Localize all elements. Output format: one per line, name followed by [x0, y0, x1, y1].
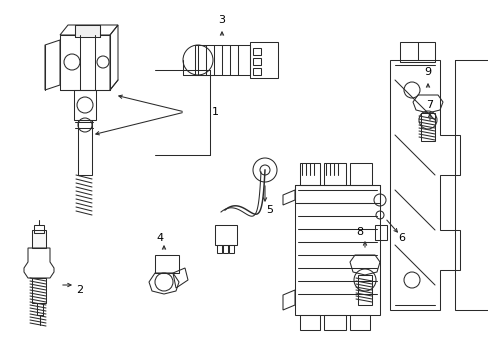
Bar: [357, 275, 371, 305]
Bar: [324, 315, 346, 330]
Bar: [228, 245, 234, 253]
Bar: [294, 185, 379, 203]
Text: 9: 9: [424, 67, 431, 77]
Bar: [60, 35, 110, 90]
Bar: [34, 225, 44, 233]
Text: 8: 8: [356, 227, 363, 237]
Bar: [215, 225, 237, 245]
Bar: [75, 25, 100, 37]
Text: 7: 7: [426, 100, 433, 110]
Text: 4: 4: [156, 233, 163, 243]
Bar: [349, 163, 371, 185]
Bar: [252, 68, 261, 75]
Bar: [374, 225, 386, 240]
Bar: [349, 315, 369, 330]
Bar: [299, 315, 319, 330]
Text: 5: 5: [266, 205, 273, 215]
Bar: [195, 45, 249, 75]
Bar: [217, 245, 222, 253]
Bar: [324, 163, 346, 185]
Bar: [249, 42, 278, 78]
Text: 1: 1: [211, 107, 218, 117]
Bar: [399, 42, 434, 62]
Text: 6: 6: [398, 233, 405, 243]
Bar: [252, 48, 261, 55]
Bar: [294, 185, 379, 315]
Bar: [299, 163, 319, 185]
Bar: [252, 58, 261, 65]
Text: 2: 2: [76, 285, 83, 295]
Text: 3: 3: [218, 15, 225, 25]
Bar: [78, 120, 92, 175]
Bar: [420, 113, 434, 141]
Bar: [223, 245, 227, 253]
Bar: [74, 90, 96, 120]
Bar: [32, 278, 46, 303]
Bar: [32, 230, 46, 248]
Bar: [155, 255, 179, 273]
